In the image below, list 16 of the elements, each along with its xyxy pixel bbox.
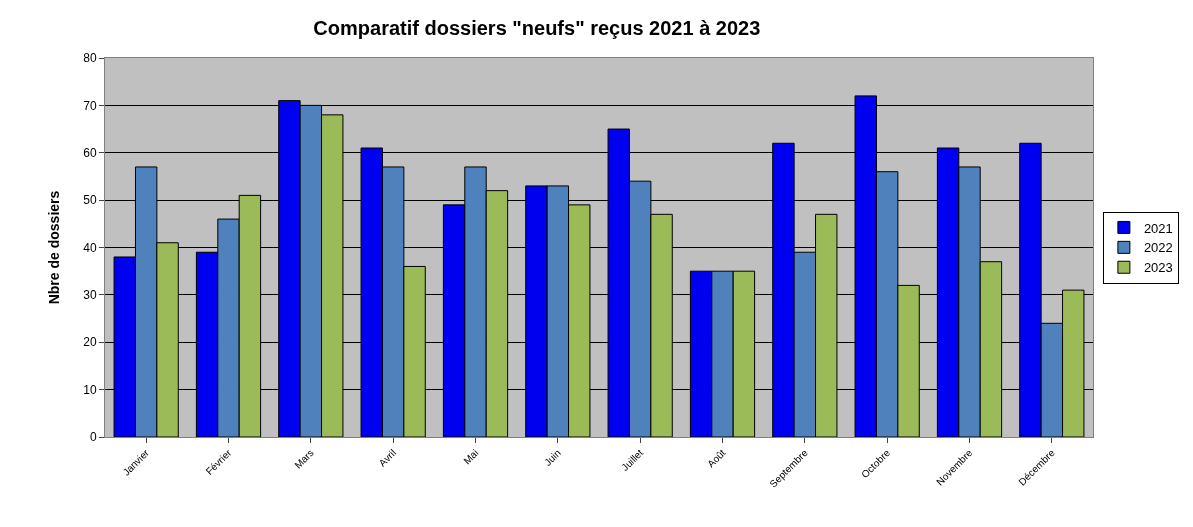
y-tick-label: 60 [83, 145, 97, 160]
y-axis-title: Nbre de dossiers [45, 190, 62, 305]
y-tick-label: 80 [83, 51, 97, 66]
y-tick-label: 70 [83, 98, 97, 113]
x-tick-label: Juin [542, 447, 563, 468]
x-tick-label: Mai [461, 447, 481, 467]
chart-title: Comparatif dossiers "neufs" reçus 2021 à 2023 [313, 17, 761, 40]
y-tick-label: 50 [83, 193, 97, 208]
y-tick-label: 30 [83, 288, 97, 303]
y-tick-label: 40 [83, 240, 97, 255]
legend-label: 2022 [1143, 240, 1173, 256]
y-tick-label: 0 [89, 430, 97, 445]
y-tick-label: 20 [83, 335, 97, 350]
y-tick-label: 10 [83, 382, 97, 397]
legend-label: 2023 [1143, 260, 1173, 276]
legend-label: 2021 [1143, 220, 1173, 236]
